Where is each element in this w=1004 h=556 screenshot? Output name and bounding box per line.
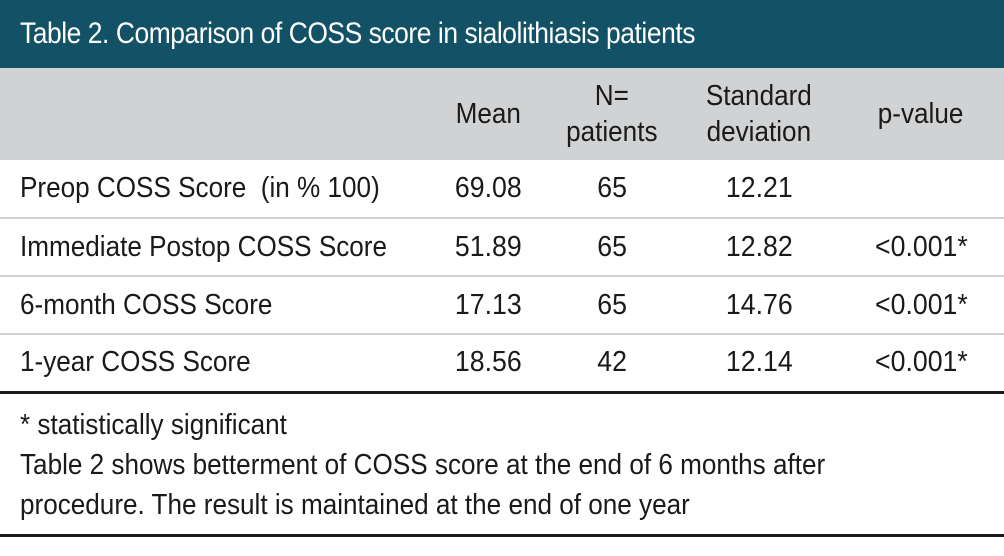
row-n: 42 (597, 346, 627, 379)
row-mean: 51.89 (454, 230, 522, 263)
row-label: 1-year COSS Score (20, 346, 251, 379)
table-caption-line-2: procedure. The result is maintained at t… (20, 489, 690, 521)
row-sd: 12.14 (725, 346, 793, 379)
row-n: 65 (597, 172, 627, 204)
table-row: 6-month COSS Score 17.13 65 14.76 <0.001… (0, 276, 1004, 334)
row-sd: 14.76 (725, 288, 793, 321)
row-label: Immediate Postop COSS Score (20, 230, 388, 263)
table-caption-line-1: Table 2 shows betterment of COSS score a… (20, 449, 826, 481)
row-sd: 12.82 (725, 230, 793, 263)
table-notes: * statistically significant Table 2 show… (0, 400, 1004, 537)
table-row: Immediate Postop COSS Score 51.89 65 12.… (0, 218, 1004, 276)
row-label: Preop COSS Score (in % 100) (20, 172, 380, 204)
row-label: 6-month COSS Score (20, 288, 273, 321)
header-mean: Mean (455, 98, 521, 130)
header-label (0, 68, 432, 160)
row-mean: 69.08 (454, 172, 522, 204)
row-p-value: <0.001* (874, 346, 968, 379)
header-p-value: p-value (878, 98, 964, 130)
row-n: 65 (597, 230, 627, 263)
row-n: 65 (597, 288, 627, 321)
table-row: 1-year COSS Score 18.56 42 12.14 <0.001* (0, 334, 1004, 392)
row-p-value: <0.001* (874, 230, 968, 263)
header-n-patients: N= patients (566, 80, 658, 148)
row-mean: 17.13 (454, 288, 522, 321)
table-row: Preop COSS Score (in % 100) 69.08 65 12.… (0, 160, 1004, 218)
row-p-value (838, 160, 1004, 218)
footnote-significance: * statistically significant (20, 409, 287, 441)
coss-score-table: Mean N= patients Standard deviation p-valu… (0, 68, 1004, 394)
row-mean: 18.56 (454, 346, 522, 379)
header-standard-deviation: Standard deviation (706, 80, 812, 148)
row-p-value: <0.001* (874, 288, 968, 321)
header-row: Mean N= patients Standard deviation p-valu… (0, 68, 1004, 160)
row-sd: 12.21 (725, 172, 793, 204)
table-title: Table 2. Comparison of COSS score in sia… (20, 17, 696, 50)
table-title-bar: Table 2. Comparison of COSS score in sia… (0, 0, 1004, 68)
